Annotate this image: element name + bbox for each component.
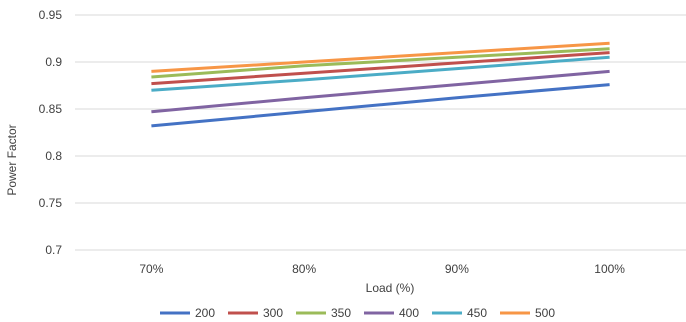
series-line-450 xyxy=(151,55,610,92)
legend-item-200: 200 xyxy=(160,306,215,320)
legend-label: 500 xyxy=(535,306,555,320)
series-line-400 xyxy=(151,69,610,114)
y-axis-label: Power Factor xyxy=(5,124,19,195)
y-tick-label: 0.85 xyxy=(39,102,63,116)
y-tick-label: 0.95 xyxy=(39,8,63,22)
y-axis-tick-labels: 0.7 0.75 0.8 0.85 0.9 0.95 xyxy=(39,8,63,257)
series-line-500 xyxy=(151,41,610,73)
y-tick-label: 0.9 xyxy=(45,55,62,69)
legend: 200 300 350 400 450 500 xyxy=(160,306,555,320)
series-line-300 xyxy=(151,51,610,86)
legend-item-500: 500 xyxy=(500,306,555,320)
y-tick-label: 0.75 xyxy=(39,196,63,210)
legend-label: 350 xyxy=(331,306,351,320)
series-lines xyxy=(151,41,610,128)
legend-label: 300 xyxy=(263,306,283,320)
legend-item-450: 450 xyxy=(432,306,487,320)
x-tick-label: 90% xyxy=(445,262,469,276)
legend-item-300: 300 xyxy=(228,306,283,320)
x-axis-tick-labels: 70% 80% 90% 100% xyxy=(139,262,625,276)
legend-item-350: 350 xyxy=(296,306,351,320)
series-line-350 xyxy=(151,47,610,79)
legend-label: 400 xyxy=(399,306,419,320)
x-tick-label: 70% xyxy=(139,262,163,276)
series-line-200 xyxy=(151,83,610,128)
x-tick-label: 100% xyxy=(594,262,625,276)
legend-label: 200 xyxy=(195,306,215,320)
x-tick-label: 80% xyxy=(292,262,316,276)
y-tick-label: 0.8 xyxy=(45,149,62,163)
x-axis-label: Load (%) xyxy=(366,281,415,295)
y-tick-label: 0.7 xyxy=(45,243,62,257)
legend-item-400: 400 xyxy=(364,306,419,320)
legend-label: 450 xyxy=(467,306,487,320)
